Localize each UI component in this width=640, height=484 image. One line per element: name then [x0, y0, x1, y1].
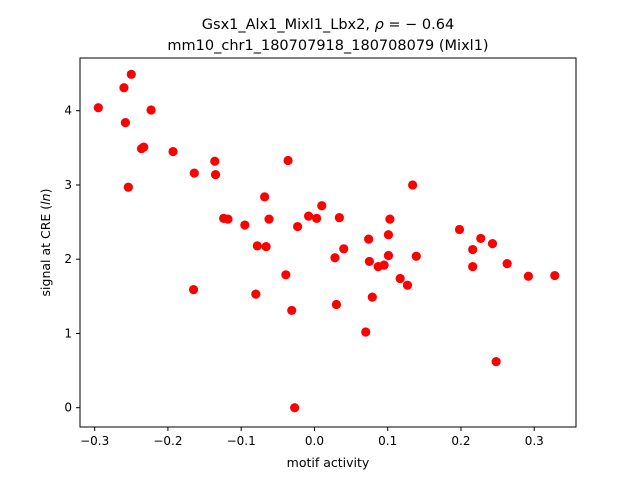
- data-point: [168, 146, 178, 157]
- data-point: [264, 214, 274, 224]
- data-points: [93, 69, 560, 413]
- chart-title-prefix: Gsx1_Alx1_Mixl1_Lbx2,: [202, 17, 375, 33]
- data-point: [364, 256, 374, 267]
- y-axis-ticks: 0 1 2 3 4: [64, 104, 80, 415]
- data-point: [411, 251, 421, 261]
- data-point: [402, 280, 413, 290]
- x-tick-label: 0.1: [378, 434, 397, 448]
- data-point: [454, 224, 465, 235]
- data-point: [293, 221, 303, 232]
- data-point: [385, 214, 395, 224]
- data-point: [223, 214, 233, 224]
- x-tick-label: 0.0: [305, 434, 324, 448]
- data-point: [550, 270, 560, 281]
- x-axis-ticks: −0.3 −0.2 −0.1 0.0 0.1 0.2 0.3: [80, 427, 544, 448]
- data-point: [330, 253, 340, 263]
- data-point: [331, 299, 342, 310]
- x-axis-label: motif activity: [287, 455, 370, 470]
- data-point: [126, 69, 136, 79]
- data-point: [334, 213, 344, 223]
- data-point: [123, 182, 133, 192]
- data-point: [281, 270, 291, 280]
- data-point: [93, 103, 103, 113]
- data-point: [119, 83, 129, 93]
- y-tick-label: 2: [64, 252, 72, 266]
- x-tick-label: 0.2: [451, 434, 470, 448]
- data-point: [120, 117, 131, 128]
- data-point: [303, 211, 314, 221]
- data-point: [139, 142, 149, 152]
- data-point: [188, 285, 199, 295]
- data-point: [251, 289, 261, 299]
- data-point: [468, 244, 478, 255]
- data-point: [240, 220, 250, 230]
- data-point: [491, 357, 501, 367]
- data-point: [379, 260, 389, 270]
- data-point: [408, 180, 418, 190]
- data-point: [146, 105, 156, 115]
- y-axis-label-italic: ln: [38, 193, 53, 204]
- x-tick-label: 0.3: [525, 434, 544, 448]
- data-point: [468, 262, 478, 272]
- data-point: [361, 327, 371, 337]
- y-axis-label-prefix: signal at CRE (: [38, 205, 53, 297]
- data-point: [364, 234, 374, 244]
- chart-title-line1: Gsx1_Alx1_Mixl1_Lbx2, ρ = − 0.64: [202, 17, 454, 33]
- y-tick-label: 3: [64, 178, 72, 192]
- data-point: [210, 169, 221, 180]
- plot-frame: [79, 57, 577, 428]
- data-point: [290, 403, 300, 413]
- chart-title-rho-value: = − 0.64: [384, 17, 454, 33]
- data-point: [317, 201, 327, 211]
- y-tick-label: 0: [64, 401, 72, 415]
- x-tick-label: −0.1: [227, 434, 256, 448]
- y-axis-label: signal at CRE (ln): [38, 189, 53, 297]
- data-point: [476, 233, 486, 244]
- data-point: [261, 241, 271, 252]
- data-point: [367, 292, 377, 302]
- chart-title-line2: mm10_chr1_180707918_180708079 (Mixl1): [167, 38, 488, 54]
- data-point: [210, 156, 220, 166]
- y-tick-label: 1: [64, 326, 72, 340]
- data-point: [252, 241, 262, 251]
- y-tick-label: 4: [64, 104, 72, 118]
- data-point: [339, 244, 349, 254]
- data-point: [395, 273, 405, 284]
- data-point: [487, 239, 498, 249]
- data-point: [283, 155, 293, 166]
- data-point: [287, 305, 297, 316]
- data-point: [523, 271, 533, 281]
- data-point: [383, 250, 394, 261]
- chart-title-rho: ρ: [375, 17, 385, 33]
- x-tick-label: −0.3: [80, 434, 109, 448]
- data-point: [189, 168, 199, 178]
- data-point: [260, 192, 270, 202]
- x-tick-label: −0.2: [153, 434, 182, 448]
- data-point: [383, 230, 394, 240]
- y-axis-label-suffix: ): [38, 189, 53, 194]
- data-point: [502, 259, 512, 269]
- data-point: [312, 213, 322, 223]
